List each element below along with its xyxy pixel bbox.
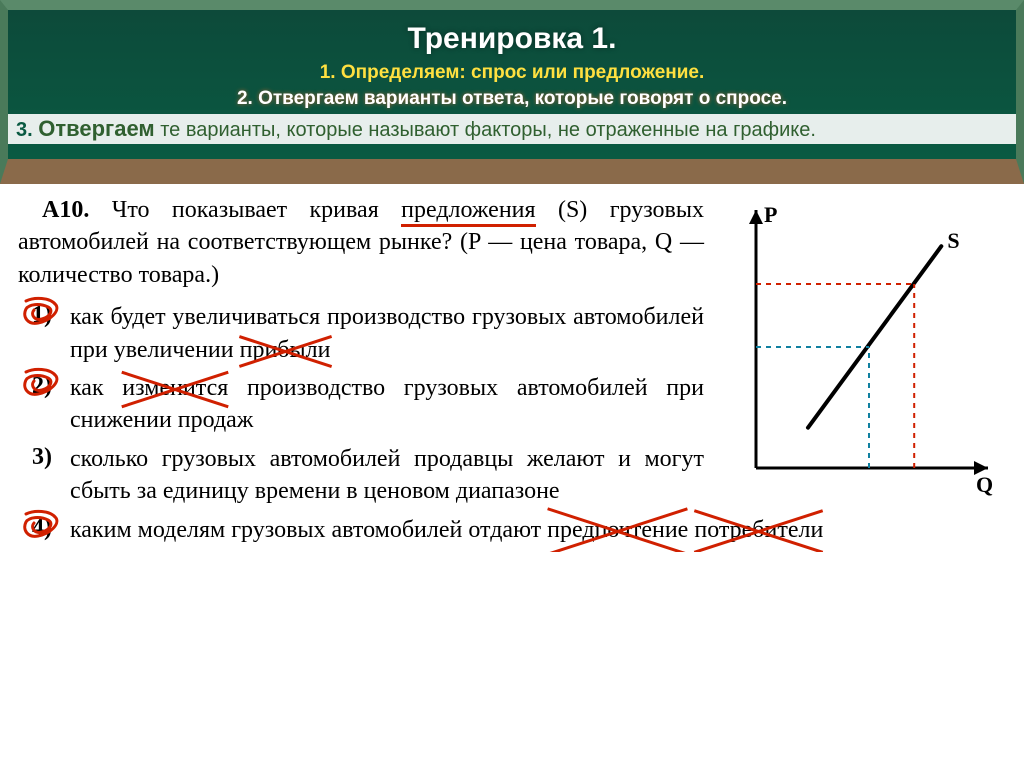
- answer-option: 4) каким моделям грузовых автомобилей отд…: [18, 514, 1006, 546]
- option-text-segment: каким моделям грузовых автомобилей отдаю…: [70, 517, 547, 543]
- option-text-segment: сколько грузовых автомобилей продавцы же…: [70, 446, 704, 504]
- step-1: 1. Определяем: спрос или предложение.: [28, 62, 996, 84]
- option-number: 3): [32, 441, 52, 473]
- question-underlined: предло­жения: [401, 197, 535, 227]
- slide-title: Тренировка 1.: [28, 22, 996, 56]
- step-3-rest: те варианты, которые называют факторы, н…: [155, 119, 816, 141]
- step-3-lead: Отвергаем: [38, 116, 154, 141]
- answer-option: 3) сколько грузовых автомобилей продавцы …: [18, 443, 1006, 508]
- question-paper: PQS А10. Что показывает кривая предло­же…: [0, 184, 1024, 772]
- svg-text:P: P: [764, 202, 777, 227]
- step-3-num: 3.: [16, 119, 33, 141]
- option-text-segment: прибыли: [240, 334, 331, 366]
- step-2: 2. Отвергаем варианты ответа, которые го…: [28, 88, 996, 110]
- answer-option: 2)как изменится производство гру­зовых а…: [18, 372, 1006, 437]
- question-pre: Что показывает кривая: [112, 197, 401, 223]
- option-text-segment: изменится: [122, 372, 228, 404]
- option-text-segment: как: [70, 375, 122, 401]
- option-text-segment: предпочте­ние: [547, 514, 688, 546]
- question-number: А10.: [18, 197, 89, 223]
- answer-option: 1) как будет увеличиваться произ­водство …: [18, 301, 1006, 366]
- option-number: 4): [32, 512, 52, 544]
- svg-text:S: S: [947, 228, 959, 253]
- chalkboard-header: Тренировка 1. 1. Определяем: спрос или п…: [0, 0, 1024, 184]
- option-text-segment: потребители: [694, 514, 823, 546]
- answer-options: 1) как будет увеличиваться произ­водство …: [18, 301, 1006, 546]
- option-number: 2): [32, 370, 52, 402]
- step-3: 3. Отвергаем те варианты, которые называ…: [8, 114, 1016, 144]
- option-number: 1): [32, 299, 52, 331]
- option-text-segment: как будет увеличиваться произ­водство гр…: [70, 304, 704, 362]
